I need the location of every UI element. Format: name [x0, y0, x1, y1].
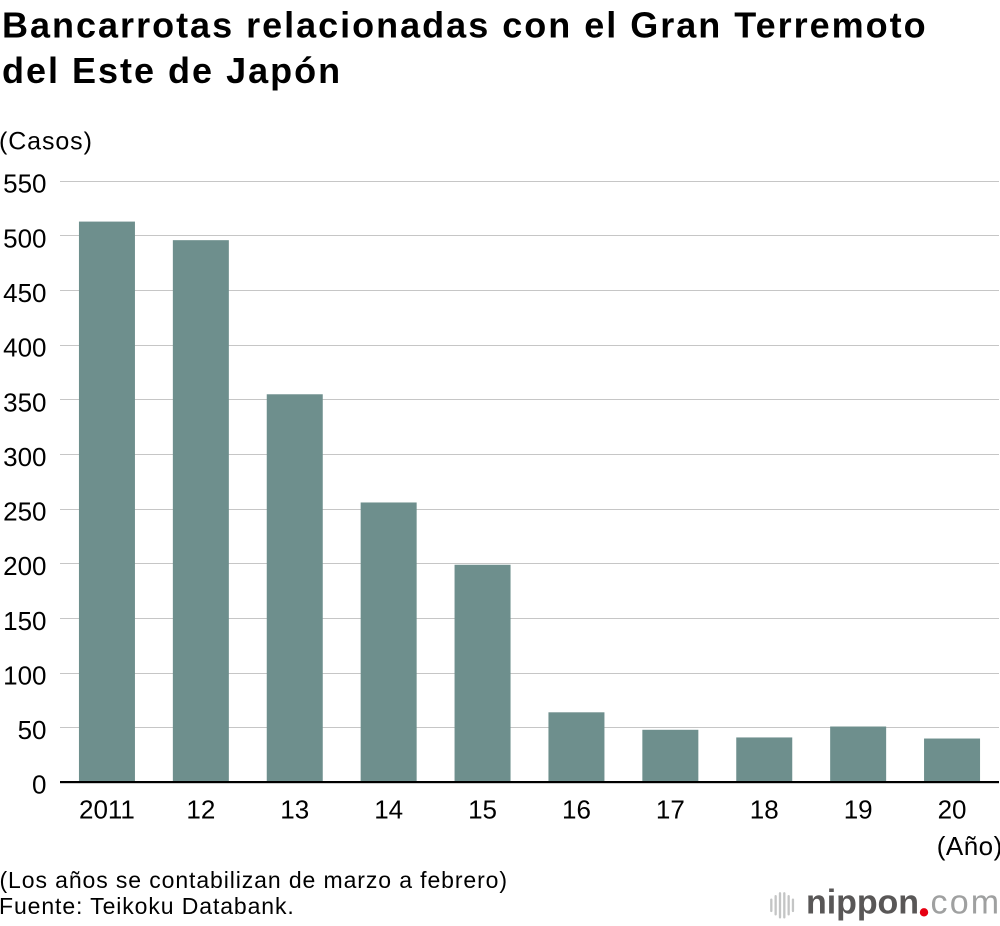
- svg-text:(Año): (Año): [937, 831, 1000, 861]
- svg-text:150: 150: [3, 606, 46, 636]
- svg-text:(Casos): (Casos): [0, 128, 93, 156]
- svg-text:450: 450: [3, 278, 46, 308]
- svg-text:15: 15: [468, 795, 497, 825]
- svg-text:350: 350: [3, 387, 46, 417]
- svg-text:(Los años se contabilizan de m: (Los años se contabilizan de marzo a feb…: [0, 867, 508, 893]
- svg-text:200: 200: [3, 551, 46, 581]
- svg-text:100: 100: [3, 661, 46, 691]
- svg-text:17: 17: [656, 795, 685, 825]
- svg-text:com: com: [931, 884, 1000, 922]
- svg-text:13: 13: [280, 795, 309, 825]
- svg-text:Fuente: Teikoku Databank.: Fuente: Teikoku Databank.: [0, 893, 295, 919]
- svg-text:16: 16: [562, 795, 591, 825]
- svg-text:250: 250: [3, 497, 46, 527]
- svg-text:550: 550: [3, 169, 46, 199]
- svg-text:nippon: nippon: [806, 884, 919, 922]
- svg-text:Bancarrotas relacionadas con e: Bancarrotas relacionadas con el Gran Ter…: [2, 4, 928, 45]
- svg-text:12: 12: [186, 795, 215, 825]
- svg-text:0: 0: [32, 769, 46, 799]
- svg-text:400: 400: [3, 333, 46, 363]
- svg-text:14: 14: [374, 795, 403, 825]
- svg-text:19: 19: [844, 795, 873, 825]
- svg-text:del Este de Japón: del Este de Japón: [2, 50, 342, 91]
- svg-text:2011: 2011: [79, 795, 135, 825]
- svg-text:20: 20: [938, 795, 967, 825]
- svg-text:18: 18: [750, 795, 779, 825]
- svg-text:50: 50: [18, 715, 47, 745]
- svg-text:500: 500: [3, 223, 46, 253]
- svg-text:300: 300: [3, 442, 46, 472]
